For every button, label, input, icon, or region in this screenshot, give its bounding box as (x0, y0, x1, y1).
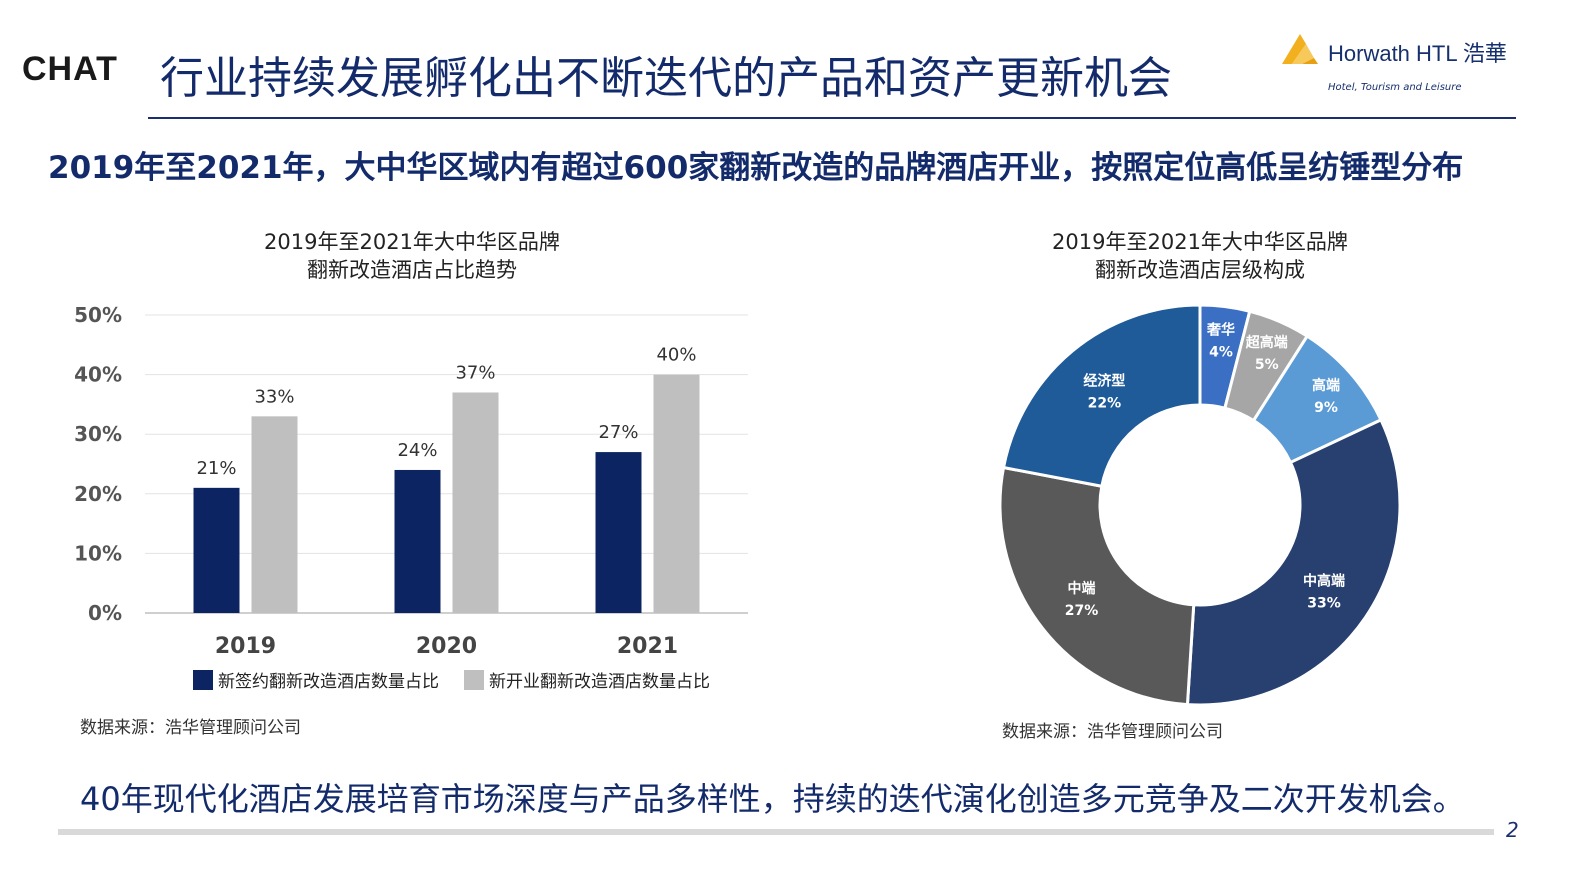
bar (193, 487, 240, 613)
bar-chart-title: 2019年至2021年大中华区品牌 翻新改造酒店占比趋势 (212, 228, 612, 284)
data-label: 27% (598, 422, 638, 443)
slice-value: 33% (1307, 595, 1341, 611)
y-tick-label: 50% (74, 303, 122, 327)
slice-value: 22% (1088, 395, 1122, 411)
data-label: 37% (455, 362, 495, 383)
bar-chart: 0% 10% 20% 30% 40% 50% 21% 33% 2019 24% 37% 2020 27%… (74, 303, 748, 692)
y-tick-label: 0% (88, 601, 122, 625)
data-label: 40% (656, 345, 696, 366)
legend-label: 新开业翻新改造酒店数量占比 (489, 672, 710, 692)
data-label: 24% (397, 440, 437, 461)
x-tick-label: 2019 (215, 634, 276, 659)
x-tick-label: 2021 (617, 634, 678, 659)
y-tick-label: 40% (74, 363, 122, 387)
bar-chart-source: 数据来源：浩华管理顾问公司 (80, 718, 301, 738)
bar (653, 374, 700, 613)
logo-tagline: Hotel, Tourism and Leisure (1328, 82, 1462, 93)
donut-chart-title: 2019年至2021年大中华区品牌 翻新改造酒店层级构成 (1000, 228, 1400, 284)
donut-slice (1001, 303, 1202, 489)
bar (251, 416, 298, 613)
y-tick-label: 10% (74, 541, 122, 565)
footer-divider (58, 829, 1494, 835)
slice-label: 高端 (1312, 377, 1340, 394)
donut-slice (998, 465, 1196, 707)
bar (595, 452, 642, 613)
bar (452, 392, 499, 613)
y-tick-label: 20% (74, 482, 122, 506)
footer-statement: 40年现代化酒店发展培育市场深度与产品多样性，持续的迭代演化创造多元竞争及二次开… (80, 780, 1465, 818)
brand-logo: CHAT (22, 50, 118, 88)
data-label: 21% (196, 458, 236, 479)
donut-chart-source: 数据来源：浩华管理顾问公司 (1002, 722, 1223, 742)
bar (394, 469, 441, 613)
x-tick-label: 2020 (416, 634, 477, 659)
y-tick-label: 30% (74, 422, 122, 446)
page-number: 2 (1506, 818, 1519, 842)
slice-label: 超高端 (1245, 334, 1288, 351)
slice-label: 经济型 (1083, 372, 1125, 389)
donut-chart-title-line-1: 2019年至2021年大中华区品牌 (1052, 230, 1348, 254)
slice-label: 中端 (1067, 580, 1095, 597)
donut-slice (1185, 417, 1402, 707)
header-divider (148, 117, 1516, 119)
slice-value: 4% (1209, 344, 1233, 360)
donut-chart: 奢华 4% 超高端 5% 高端 9% 中高端 33% 中端 27% 经济型 22% (998, 303, 1402, 707)
slice-value: 9% (1314, 400, 1338, 416)
slice-label: 中高端 (1303, 572, 1345, 589)
bar-chart-title-line-2: 翻新改造酒店占比趋势 (307, 258, 517, 282)
page-title: 行业持续发展孵化出不断迭代的产品和资产更新机会 (160, 53, 1172, 104)
logo-name: Horwath HTL 浩華 (1328, 41, 1507, 66)
slice-label: 奢华 (1206, 321, 1235, 338)
legend-swatch (464, 670, 484, 690)
slice-value: 27% (1065, 603, 1099, 619)
bar-chart-title-line-1: 2019年至2021年大中华区品牌 (264, 230, 560, 254)
legend-label: 新签约翻新改造酒店数量占比 (218, 672, 439, 692)
legend-swatch (193, 670, 213, 690)
slice-value: 5% (1255, 357, 1279, 373)
slide-subtitle: 2019年至2021年，大中华区域内有超过600家翻新改造的品牌酒店开业，按照定… (48, 150, 1464, 186)
data-label: 33% (254, 386, 294, 407)
donut-chart-title-line-2: 翻新改造酒店层级构成 (1095, 258, 1305, 282)
horwath-logo-icon (1282, 34, 1318, 64)
